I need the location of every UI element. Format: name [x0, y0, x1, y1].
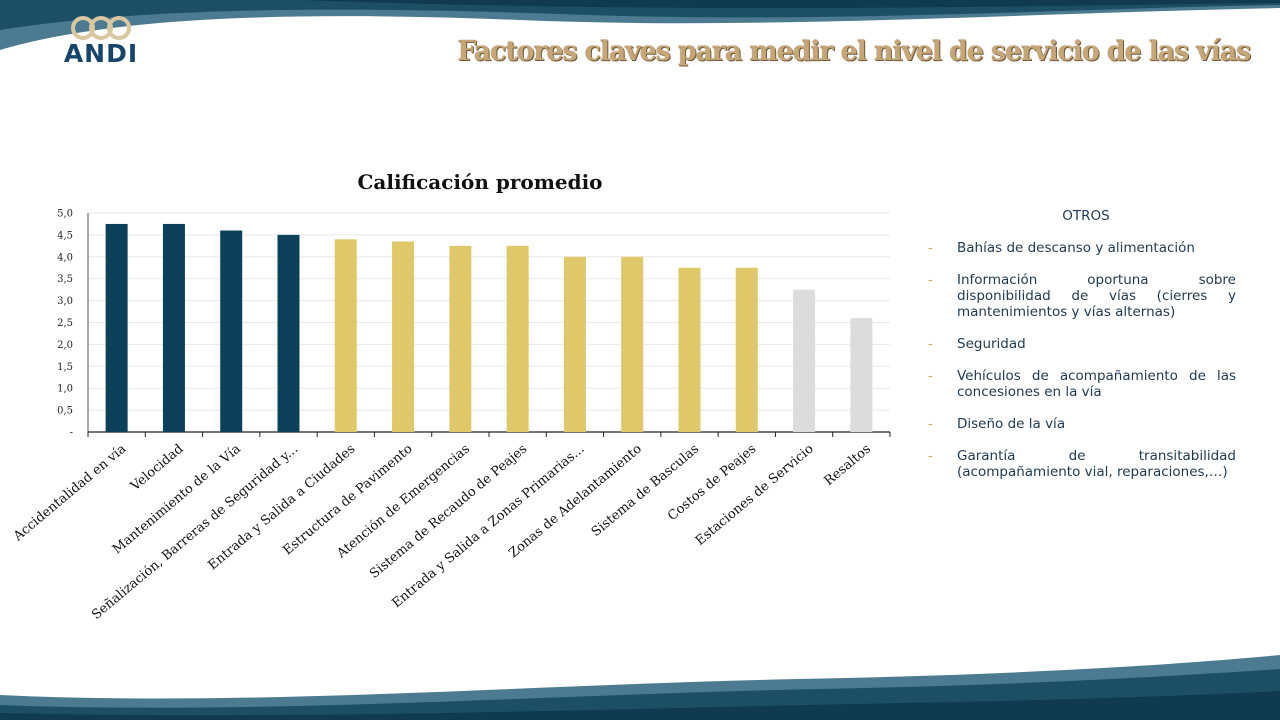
otros-item-text: Bahías de descanso y alimentación — [957, 240, 1195, 256]
page-title: Factores claves para medir el nivel de s… — [457, 36, 1251, 67]
bar — [449, 245, 472, 432]
x-category-label: Señalización, Barreras de Seguridad y... — [89, 442, 301, 623]
bottom-wave-decoration — [0, 655, 1280, 720]
otros-item: - Vehículos de acompañamiento de las conc… — [928, 368, 1236, 400]
y-tick-label: 4,5 — [57, 230, 73, 241]
y-tick-label: 2,0 — [57, 340, 73, 351]
bar — [506, 245, 529, 432]
bullet-dash: - — [928, 336, 933, 352]
otros-item-text: Garantía de transitabilidad (acompañamie… — [957, 448, 1236, 480]
otros-item-text: Diseño de la vía — [957, 416, 1066, 432]
y-tick-label: 1,5 — [57, 362, 73, 373]
bar — [334, 239, 357, 432]
bar — [392, 241, 415, 432]
otros-list: - Bahías de descanso y alimentación - Infor… — [928, 240, 1236, 480]
bar — [563, 256, 586, 432]
otros-item-text: Información oportuna sobre disponibilida… — [957, 272, 1236, 320]
x-category-label: Sistema de Basculas — [589, 442, 702, 540]
bar — [162, 223, 185, 432]
otros-item-text: Vehículos de acompañamiento de las conce… — [957, 368, 1236, 400]
bullet-dash: - — [928, 368, 933, 384]
y-tick-label: 2,5 — [57, 318, 73, 329]
y-tick-label: 4,0 — [57, 252, 73, 263]
chart-title: Calificación promedio — [357, 170, 603, 194]
bar — [850, 318, 873, 432]
bar — [793, 289, 816, 432]
bullet-dash: - — [928, 272, 933, 288]
bar — [220, 230, 243, 432]
otros-item: - Bahías de descanso y alimentación — [928, 240, 1236, 256]
bullet-dash: - — [928, 416, 933, 432]
logo-emblem-icon — [71, 16, 131, 40]
bar-chart: - 0,5 1,0 1,5 2,0 2,5 3,0 3,5 4,0 4,5 5,0 Accidenta… — [10, 209, 891, 623]
y-tick-label: - — [70, 428, 73, 439]
x-category-label: Resaltos — [822, 442, 874, 489]
otros-item: - Información oportuna sobre disponibilid… — [928, 272, 1236, 320]
top-wave-decoration — [0, 0, 1280, 50]
logo-text: ANDI — [63, 39, 139, 68]
y-tick-label: 3,0 — [57, 296, 73, 307]
otros-item: - Garantía de transitabilidad (acompañami… — [928, 448, 1236, 480]
bullet-dash: - — [928, 240, 933, 256]
x-category-label: Accidentalidad en vía — [10, 441, 129, 544]
x-category-label: Velocidad — [127, 442, 186, 495]
bar — [105, 223, 128, 432]
otros-item: - Seguridad — [928, 336, 1236, 352]
bar — [735, 267, 758, 432]
y-tick-label: 1,0 — [57, 384, 73, 395]
bar — [678, 267, 701, 432]
x-category-label: Estaciones de Servicio — [693, 441, 817, 548]
otros-panel: OTROS - Bahías de descanso y alimentación… — [928, 208, 1236, 496]
otros-heading: OTROS — [1062, 208, 1110, 224]
bullet-dash: - — [928, 448, 933, 464]
bar — [277, 234, 300, 432]
bar — [621, 256, 644, 432]
andi-logo: ANDI — [55, 14, 155, 68]
otros-item-text: Seguridad — [957, 336, 1026, 352]
y-tick-label: 0,5 — [57, 406, 73, 417]
otros-item: - Diseño de la vía — [928, 416, 1236, 432]
y-tick-label: 3,5 — [57, 274, 73, 285]
y-tick-label: 5,0 — [57, 209, 73, 220]
